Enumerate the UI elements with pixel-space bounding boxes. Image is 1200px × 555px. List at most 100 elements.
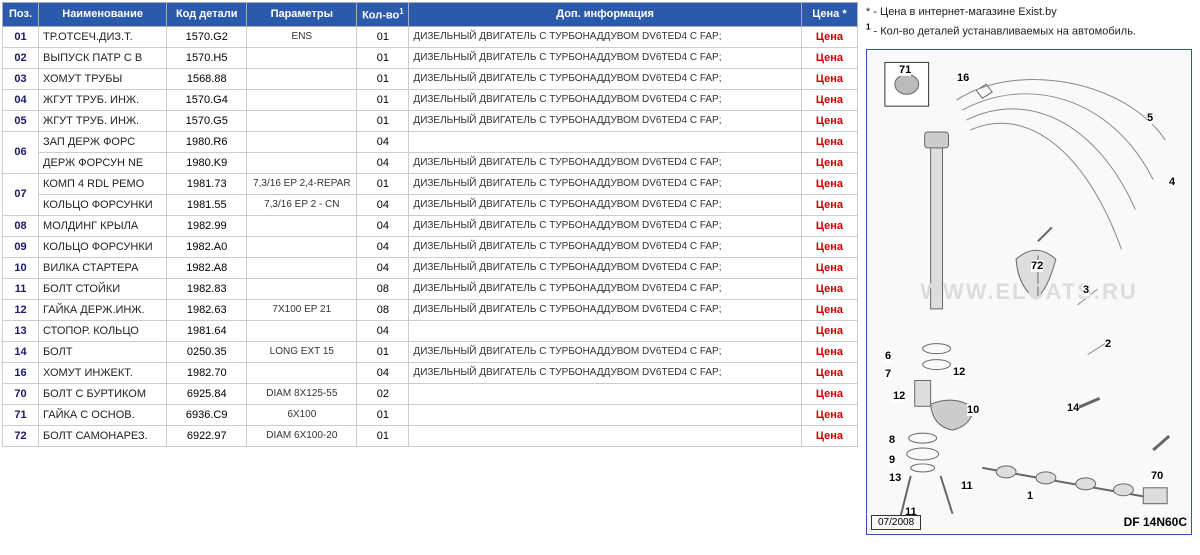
table-row: 72БОЛТ САМОНАРЕЗ.6922.97DIAM 6X100-2001Ц… <box>3 425 858 446</box>
diagram-callout[interactable]: 6 <box>885 350 891 362</box>
diagram-footer: 07/2008 DF 14N60C <box>871 515 1187 530</box>
diagram-callout[interactable]: 72 <box>1031 260 1043 272</box>
price-link[interactable]: Цена <box>816 241 843 253</box>
diagram-callout[interactable]: 13 <box>889 472 901 484</box>
diagram-callout[interactable]: 1 <box>1027 490 1033 502</box>
cell-qty: 04 <box>357 257 409 278</box>
cell-pos: 16 <box>3 362 39 383</box>
price-link[interactable]: Цена <box>816 262 843 274</box>
cell-code: 1980.R6 <box>167 131 247 152</box>
price-link[interactable]: Цена <box>816 157 843 169</box>
diagram-callout[interactable]: 2 <box>1105 338 1111 350</box>
diagram-svg <box>867 50 1191 534</box>
diagram-callout[interactable]: 12 <box>893 390 905 402</box>
price-link[interactable]: Цена <box>816 199 843 211</box>
diagram-callout[interactable]: 4 <box>1169 176 1175 188</box>
cell-price: Цена <box>801 173 857 194</box>
cell-code: 1982.A0 <box>167 236 247 257</box>
diagram-callout[interactable]: 16 <box>957 72 969 84</box>
col-name: Наименование <box>39 3 167 27</box>
cell-qty: 04 <box>357 152 409 173</box>
table-row: 13СТОПОР. КОЛЬЦО1981.6404Цена <box>3 320 858 341</box>
exploded-diagram[interactable]: WWW.ELCATS.RU 71165472326712121014891311… <box>866 49 1192 535</box>
cell-pos: 10 <box>3 257 39 278</box>
cell-name: МОЛДИНГ КРЫЛА <box>39 215 167 236</box>
diagram-callout[interactable]: 70 <box>1151 470 1163 482</box>
diagram-callout[interactable]: 14 <box>1067 402 1079 414</box>
table-row: 70БОЛТ С БУРТИКОМ6925.84DIAM 8X125-5502Ц… <box>3 383 858 404</box>
cell-name: ЗАП ДЕРЖ ФОРС <box>39 131 167 152</box>
cell-name: КОМП 4 RDL РЕМО <box>39 173 167 194</box>
cell-price: Цена <box>801 68 857 89</box>
table-body: 01ТР.ОТСЕЧ.ДИЗ.Т.1570.G2ENS01ДИЗЕЛЬНЫЙ Д… <box>3 26 858 446</box>
cell-params: 7,3/16 EP 2,4-REPAR <box>247 173 357 194</box>
cell-info <box>409 404 801 425</box>
cell-name: ТР.ОТСЕЧ.ДИЗ.Т. <box>39 26 167 47</box>
cell-name: БОЛТ СТОЙКИ <box>39 278 167 299</box>
price-link[interactable]: Цена <box>816 94 843 106</box>
cell-price: Цена <box>801 320 857 341</box>
cell-params <box>247 320 357 341</box>
diagram-callout[interactable]: 3 <box>1083 284 1089 296</box>
cell-code: 0250.35 <box>167 341 247 362</box>
cell-qty: 01 <box>357 425 409 446</box>
cell-qty: 04 <box>357 194 409 215</box>
price-link[interactable]: Цена <box>816 409 843 421</box>
cell-qty: 01 <box>357 341 409 362</box>
cell-price: Цена <box>801 278 857 299</box>
price-link[interactable]: Цена <box>816 31 843 43</box>
diagram-callout[interactable]: 7 <box>885 368 891 380</box>
cell-qty: 04 <box>357 236 409 257</box>
price-link[interactable]: Цена <box>816 304 843 316</box>
cell-price: Цена <box>801 194 857 215</box>
cell-info: ДИЗЕЛЬНЫЙ ДВИГАТЕЛЬ С ТУРБОНАДДУВОМ DV6T… <box>409 152 801 173</box>
cell-price: Цена <box>801 341 857 362</box>
cell-params: LONG EXT 15 <box>247 341 357 362</box>
table-row: 71ГАЙКА С ОСНОВ.6936.C96X10001Цена <box>3 404 858 425</box>
cell-name: КОЛЬЦО ФОРСУНКИ <box>39 236 167 257</box>
legend-notes: * - Цена в интернет-магазине Exist.by 1 … <box>866 4 1194 41</box>
cell-name: ВЫПУСК ПАТР С В <box>39 47 167 68</box>
cell-price: Цена <box>801 110 857 131</box>
table-row: ДЕРЖ ФОРСУН NE1980.K904ДИЗЕЛЬНЫЙ ДВИГАТЕ… <box>3 152 858 173</box>
price-link[interactable]: Цена <box>816 430 843 442</box>
cell-name: БОЛТ <box>39 341 167 362</box>
price-link[interactable]: Цена <box>816 283 843 295</box>
cell-qty: 01 <box>357 110 409 131</box>
table-row: 12ГАЙКА ДЕРЖ.ИНЖ.1982.637X100 EP 2108ДИЗ… <box>3 299 858 320</box>
diagram-callout[interactable]: 9 <box>889 454 895 466</box>
diagram-callout[interactable]: 71 <box>899 64 911 76</box>
price-link[interactable]: Цена <box>816 325 843 337</box>
cell-info: ДИЗЕЛЬНЫЙ ДВИГАТЕЛЬ С ТУРБОНАДДУВОМ DV6T… <box>409 257 801 278</box>
cell-info: ДИЗЕЛЬНЫЙ ДВИГАТЕЛЬ С ТУРБОНАДДУВОМ DV6T… <box>409 68 801 89</box>
cell-params: 7X100 EP 21 <box>247 299 357 320</box>
col-params: Параметры <box>247 3 357 27</box>
cell-price: Цена <box>801 131 857 152</box>
cell-qty: 01 <box>357 404 409 425</box>
price-link[interactable]: Цена <box>816 388 843 400</box>
price-link[interactable]: Цена <box>816 52 843 64</box>
cell-params <box>247 362 357 383</box>
cell-params <box>247 89 357 110</box>
diagram-callout[interactable]: 8 <box>889 434 895 446</box>
cell-code: 1982.83 <box>167 278 247 299</box>
price-link[interactable]: Цена <box>816 220 843 232</box>
cell-params <box>247 152 357 173</box>
diagram-callout[interactable]: 11 <box>961 480 973 492</box>
cell-code: 1568.88 <box>167 68 247 89</box>
price-link[interactable]: Цена <box>816 73 843 85</box>
price-link[interactable]: Цена <box>816 367 843 379</box>
col-pos: Поз. <box>3 3 39 27</box>
col-qty-sup: 1 <box>399 7 403 16</box>
cell-name: ГАЙКА С ОСНОВ. <box>39 404 167 425</box>
price-link[interactable]: Цена <box>816 178 843 190</box>
cell-qty: 04 <box>357 320 409 341</box>
diagram-callout[interactable]: 12 <box>953 366 965 378</box>
price-link[interactable]: Цена <box>816 115 843 127</box>
diagram-callout[interactable]: 10 <box>967 404 979 416</box>
cell-params <box>247 131 357 152</box>
cell-name: ХОМУТ ТРУБЫ <box>39 68 167 89</box>
price-link[interactable]: Цена <box>816 136 843 148</box>
diagram-callout[interactable]: 5 <box>1147 112 1153 124</box>
price-link[interactable]: Цена <box>816 346 843 358</box>
